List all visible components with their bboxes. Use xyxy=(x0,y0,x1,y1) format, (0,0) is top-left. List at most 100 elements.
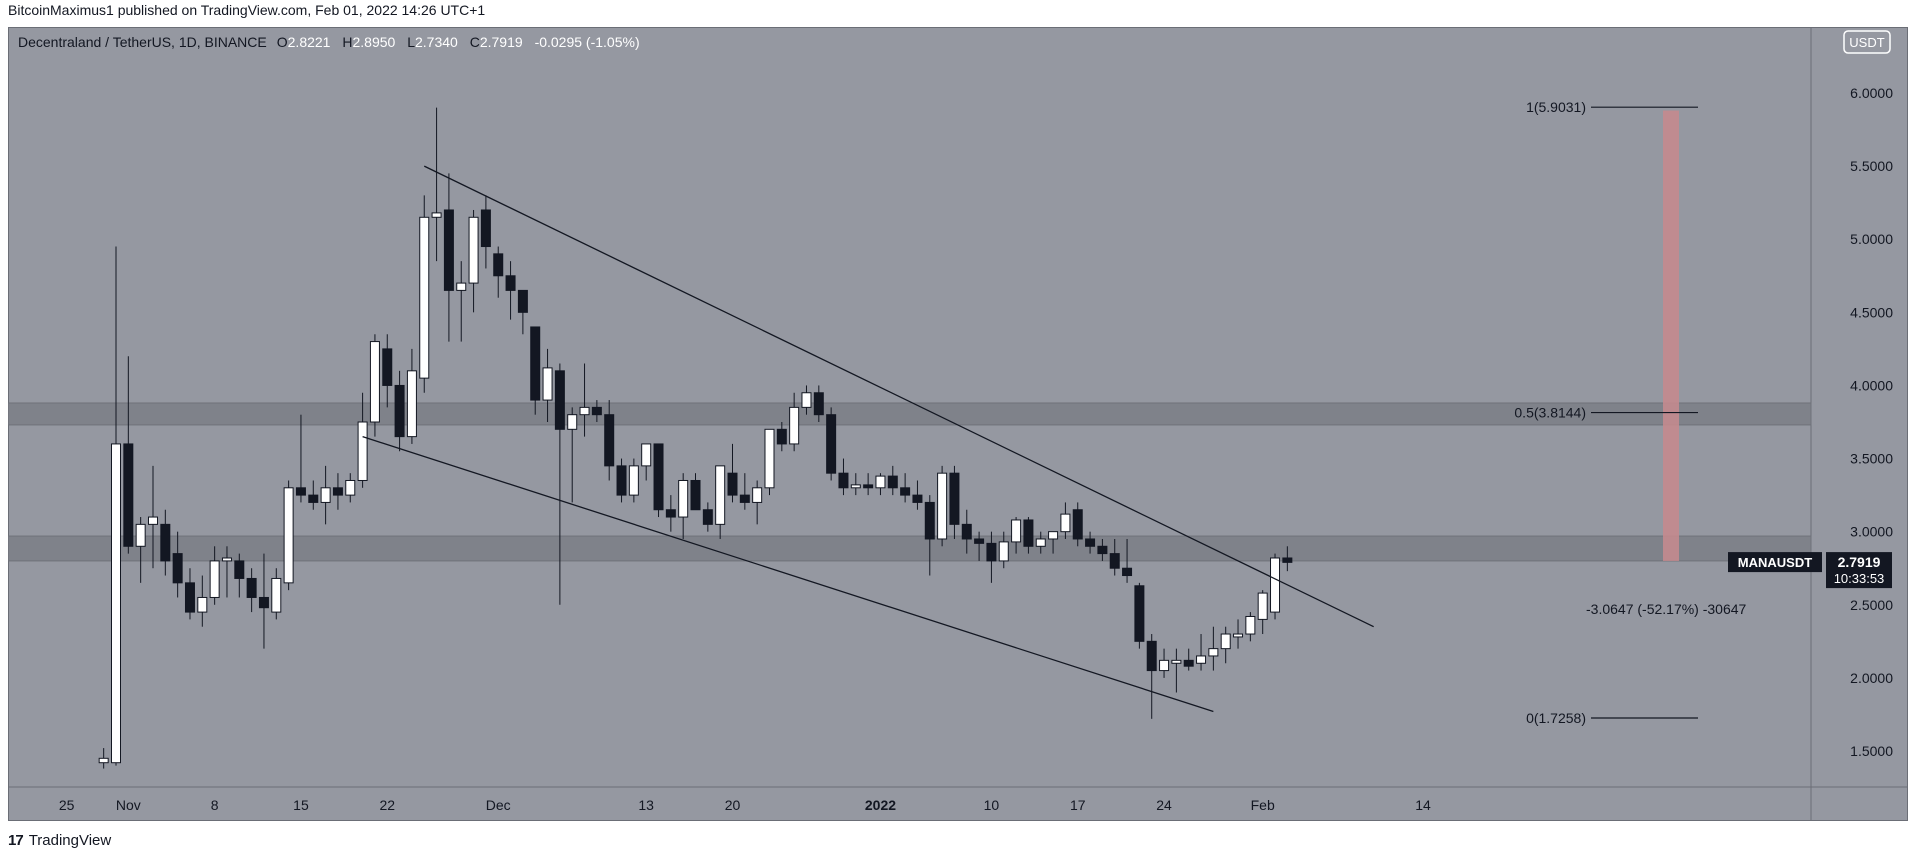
time-tick: Nov xyxy=(116,797,141,813)
candle xyxy=(295,414,306,503)
candle-body xyxy=(727,472,738,496)
candle xyxy=(727,443,738,503)
candle-body xyxy=(443,209,454,291)
candle-body xyxy=(382,348,393,386)
candle xyxy=(579,363,590,437)
candle-body xyxy=(998,541,1009,562)
fib-label-0: 1(5.9031) xyxy=(1526,99,1586,115)
candle xyxy=(123,356,134,554)
candle xyxy=(653,443,664,518)
candle-body xyxy=(1208,648,1219,657)
candle xyxy=(246,568,257,613)
candle-body xyxy=(98,757,109,764)
chart-symbol-title[interactable]: Decentraland / TetherUS, 1D, BINANCE xyxy=(18,34,267,50)
candle-body xyxy=(604,414,615,467)
tradingview-logo-icon: 17 xyxy=(8,832,24,849)
candle xyxy=(900,473,911,503)
candle-body xyxy=(468,216,479,284)
candle-body xyxy=(308,494,319,503)
currency-badge[interactable] xyxy=(1843,30,1891,54)
zone-0 xyxy=(8,402,1812,426)
candle xyxy=(394,370,405,452)
candle xyxy=(111,246,121,766)
candle-body xyxy=(554,370,565,430)
candle xyxy=(715,465,726,539)
footer-brand[interactable]: 17 TradingView xyxy=(8,832,111,849)
candle-body xyxy=(1245,615,1256,635)
candle xyxy=(1270,553,1281,620)
candle-body xyxy=(493,253,504,277)
candle-body xyxy=(628,465,639,496)
candle xyxy=(283,480,294,591)
candle xyxy=(628,458,639,503)
candle xyxy=(567,407,578,503)
candle-body xyxy=(209,560,220,598)
change-value: -0.0295 (-1.05%) xyxy=(535,34,640,50)
candle-body xyxy=(369,341,380,423)
candle xyxy=(924,495,935,576)
time-tick: 14 xyxy=(1415,797,1431,813)
publisher-line: BitcoinMaximus1 published on TradingView… xyxy=(8,2,486,18)
candle-body xyxy=(480,209,491,248)
candle xyxy=(1011,517,1022,554)
open-label: O xyxy=(277,34,288,50)
candle xyxy=(406,348,417,444)
candle-body xyxy=(505,275,516,291)
candle-body xyxy=(530,326,541,401)
price-tag-countdown: 10:33:53 xyxy=(1834,571,1885,586)
candle-body xyxy=(160,523,171,562)
low-label: L xyxy=(407,34,415,50)
candle-body xyxy=(838,472,849,489)
candle-body xyxy=(1159,659,1170,672)
time-tick: 17 xyxy=(1070,797,1086,813)
high-label: H xyxy=(342,34,352,50)
candle xyxy=(1208,626,1219,671)
candle xyxy=(986,531,997,583)
candle xyxy=(357,392,368,488)
candle-body xyxy=(961,523,972,540)
candle xyxy=(764,428,775,496)
price-chart[interactable]: 1(5.9031) 0.5(3.8144) 0(1.7258) 6.0000 5.50… xyxy=(8,27,1908,821)
time-tick: Feb xyxy=(1251,797,1275,813)
candle-body xyxy=(135,523,146,547)
candle-body xyxy=(579,406,590,416)
candle-body xyxy=(332,487,343,496)
candle xyxy=(493,246,504,298)
candle xyxy=(1171,648,1182,693)
candle xyxy=(974,531,985,561)
candle xyxy=(505,261,516,320)
ohlc-values: O2.8221 H2.8950 L2.7340 C2.7919 -0.0295 … xyxy=(277,34,640,50)
candle-body xyxy=(111,443,121,764)
candle-body xyxy=(875,475,886,489)
target-range-layer xyxy=(1663,110,1679,561)
candle xyxy=(863,473,874,496)
candle-body xyxy=(1183,659,1194,667)
candle-body xyxy=(246,577,257,598)
time-tick: 20 xyxy=(725,797,741,813)
close-label: C xyxy=(470,34,480,50)
candle xyxy=(369,334,380,437)
candle-body xyxy=(739,494,750,503)
candle xyxy=(1159,648,1170,678)
candle xyxy=(530,326,541,415)
candle-body xyxy=(1011,519,1022,543)
candle xyxy=(1060,502,1071,539)
candle xyxy=(641,443,652,481)
candle-body xyxy=(690,479,701,511)
candle xyxy=(221,546,232,598)
candle xyxy=(739,473,750,510)
candle-body xyxy=(517,289,528,313)
candle-body xyxy=(801,392,812,408)
candle-body xyxy=(1134,585,1145,642)
candle xyxy=(308,480,319,510)
time-tick: 15 xyxy=(293,797,309,813)
candle-body xyxy=(715,465,726,525)
candle-body xyxy=(900,487,911,496)
candle xyxy=(998,531,1009,569)
candle xyxy=(456,261,467,342)
candle-body xyxy=(912,494,923,503)
price-tick: 3.5000 xyxy=(1850,451,1893,467)
price-tick: 4.5000 xyxy=(1850,304,1893,320)
time-tick: 24 xyxy=(1156,797,1172,813)
price-tick: 6.0000 xyxy=(1850,85,1893,101)
